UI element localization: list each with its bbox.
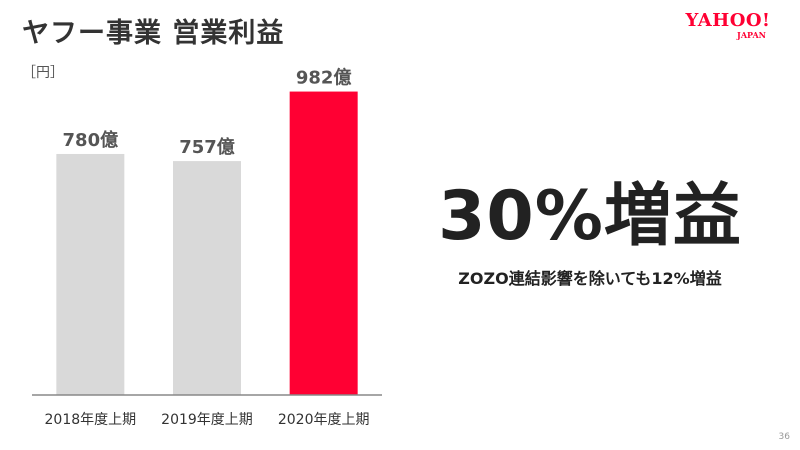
- bar-2: [173, 161, 241, 395]
- bar-3: [289, 91, 358, 395]
- profit-growth-highlight: 30%増益: [420, 160, 760, 259]
- excluding-zozo-note: ZOZO連結影響を除いても12%増益: [458, 269, 722, 288]
- x-tick-label-3: 2020年度上期: [278, 412, 370, 428]
- bar-1: [56, 153, 125, 395]
- page-title: ヤフー事業 営業利益: [22, 18, 285, 49]
- growth-value: 30%増益: [438, 177, 742, 256]
- yahoo-japan-logo: YAHOO! JAPAN: [682, 10, 774, 41]
- data-label-1: 780億: [63, 129, 119, 151]
- logo-subtext: JAPAN: [737, 30, 766, 40]
- page-number: 36: [778, 432, 790, 442]
- logo-wordmark: YAHOO!: [685, 10, 771, 31]
- x-tick-label-1: 2018年度上期: [45, 412, 137, 428]
- y-axis-unit-label: ［円］: [22, 65, 64, 81]
- x-tick-label-2: 2019年度上期: [161, 412, 253, 428]
- data-label-3: 982億: [296, 67, 352, 89]
- data-label-2: 757億: [179, 136, 235, 158]
